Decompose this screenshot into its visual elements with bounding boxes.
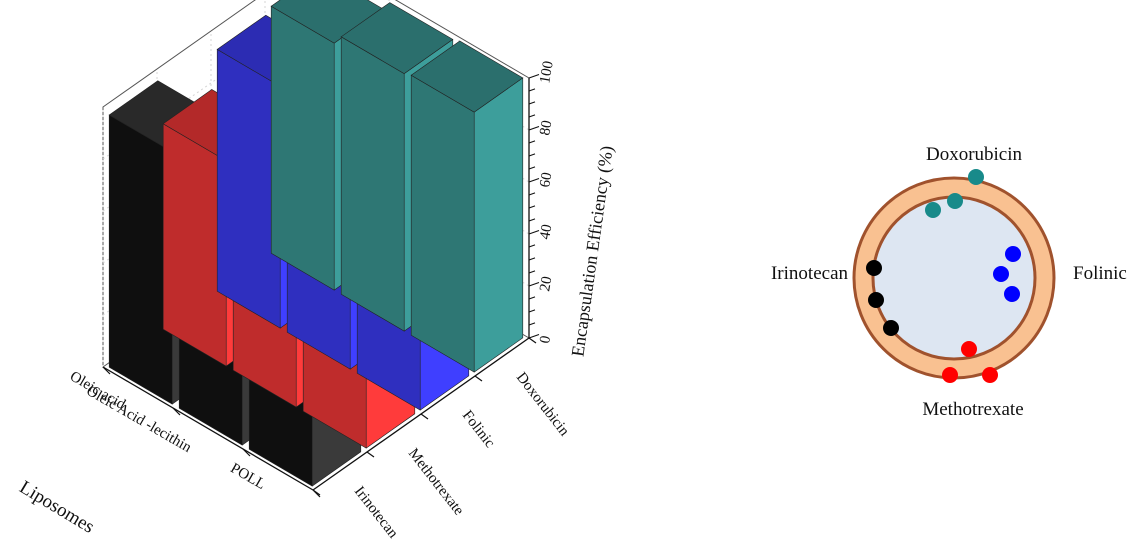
z-tick-label: 60 bbox=[537, 171, 555, 189]
z-axis-tick bbox=[528, 270, 536, 274]
x-axis-title: Liposomes bbox=[16, 477, 98, 538]
z-axis-tick bbox=[528, 177, 540, 183]
methotrexate-molecule bbox=[982, 367, 998, 383]
z-axis-tick bbox=[528, 244, 536, 248]
z-axis-tick bbox=[528, 88, 536, 92]
x-axis-tick bbox=[102, 366, 111, 375]
z-axis-tick bbox=[528, 281, 540, 287]
doxorubicin-molecule bbox=[925, 202, 941, 218]
diagram-label-doxorubicin: Doxorubicin bbox=[926, 144, 1023, 165]
z-tick-label: 100 bbox=[537, 60, 557, 85]
bar-top-face bbox=[410, 40, 524, 113]
y-axis-tick bbox=[528, 337, 537, 344]
z-tick-label: 20 bbox=[537, 275, 555, 293]
z-axis-tick bbox=[528, 218, 536, 222]
y-axis-tick bbox=[366, 451, 375, 458]
diagram-label-irinotecan: Irinotecan bbox=[771, 263, 849, 284]
x-tick-label: POLL bbox=[228, 460, 268, 493]
x-axis-liposomes bbox=[102, 366, 314, 491]
bar-side-face bbox=[216, 48, 281, 329]
x-axis-tick bbox=[242, 448, 251, 457]
methotrexate-molecule bbox=[961, 341, 977, 357]
z-axis-tick bbox=[528, 192, 536, 196]
y-tick-label: Methotrexate bbox=[405, 446, 467, 519]
folinic-molecule bbox=[1004, 286, 1020, 302]
methotrexate-molecule bbox=[942, 367, 958, 383]
z-axis-tick bbox=[528, 101, 536, 105]
y-axis-tick bbox=[474, 375, 483, 382]
z-axis-tick bbox=[528, 73, 540, 79]
z-axis-tick bbox=[528, 166, 536, 170]
chart-bars bbox=[108, 0, 524, 487]
diagram-label-folinic: Folinic bbox=[1073, 263, 1127, 284]
x-tick-label: Oleic acid bbox=[67, 368, 128, 413]
z-tick-label: 40 bbox=[537, 223, 555, 241]
bar-side-face bbox=[270, 5, 335, 291]
z-tick-label: 80 bbox=[537, 119, 555, 137]
bar-side-face bbox=[410, 74, 475, 373]
y-tick-label: Irinotecan bbox=[351, 484, 401, 542]
z-axis-tick bbox=[528, 114, 536, 118]
z-axis-tick bbox=[528, 257, 536, 261]
liposome-diagram: Doxorubicin Irinotecan Folinic Methotrex… bbox=[771, 144, 1127, 420]
z-axis-tick bbox=[528, 205, 536, 209]
doxorubicin-molecule bbox=[968, 169, 984, 185]
z-tick-label: 0 bbox=[537, 335, 554, 345]
y-tick-label: Doxorubicin bbox=[513, 370, 573, 440]
y-axis-tick bbox=[312, 489, 321, 496]
folinic-molecule bbox=[1005, 246, 1021, 262]
y-axis-tick bbox=[420, 413, 429, 420]
doxorubicin-molecule bbox=[947, 193, 963, 209]
z-axis-tick bbox=[528, 153, 536, 157]
z-axis-tick bbox=[528, 322, 536, 326]
irinotecan-molecule bbox=[866, 260, 882, 276]
z-axis-tick bbox=[528, 296, 536, 300]
x-axis-tick bbox=[172, 407, 181, 416]
bar-doxorubicin-1 bbox=[410, 40, 524, 373]
bar-front-face bbox=[473, 77, 524, 373]
irinotecan-molecule bbox=[868, 292, 884, 308]
bar-side-face bbox=[108, 114, 173, 405]
encapsulation-efficiency-3d-bar-chart: Encapsulation Efficiency (%) Liposomes P… bbox=[16, 0, 618, 542]
z-axis-tick bbox=[528, 125, 540, 131]
bar-side-face bbox=[340, 36, 405, 332]
liposome-core bbox=[871, 195, 1037, 361]
bar-side-face bbox=[162, 123, 227, 367]
bar-top-face bbox=[340, 2, 454, 74]
y-tick-label: Folinic bbox=[459, 408, 498, 452]
z-axis-tick bbox=[528, 309, 536, 313]
folinic-molecule bbox=[993, 266, 1009, 282]
diagram-label-methotrexate: Methotrexate bbox=[922, 399, 1023, 420]
z-axis-title: Encapsulation Efficiency (%) bbox=[567, 145, 617, 358]
chart-axes bbox=[102, 73, 540, 498]
irinotecan-molecule bbox=[883, 320, 899, 336]
z-axis-tick bbox=[528, 333, 540, 339]
z-axis-tick bbox=[528, 140, 536, 144]
z-axis-tick bbox=[528, 229, 540, 235]
